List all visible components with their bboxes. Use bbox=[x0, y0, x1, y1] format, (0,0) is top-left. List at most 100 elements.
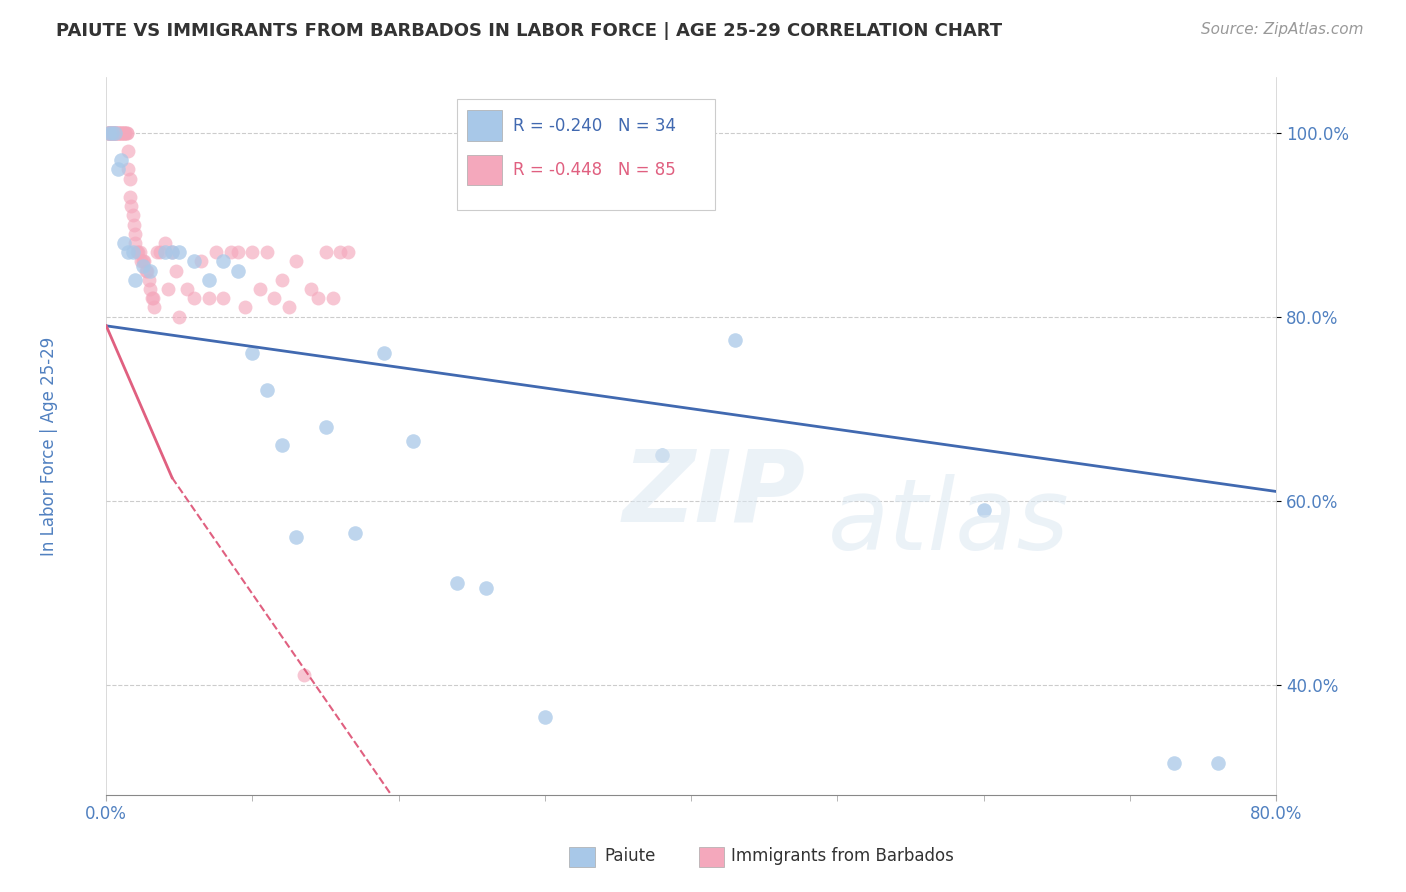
Point bbox=[169, 245, 191, 260]
Point bbox=[112, 126, 135, 140]
Point bbox=[107, 162, 129, 177]
Point bbox=[1206, 756, 1229, 770]
Point bbox=[307, 291, 329, 305]
Point bbox=[98, 126, 121, 140]
Text: ZIP: ZIP bbox=[623, 445, 806, 542]
Point bbox=[125, 245, 148, 260]
Point bbox=[111, 126, 134, 140]
Point bbox=[128, 245, 150, 260]
Point bbox=[139, 282, 162, 296]
Point bbox=[132, 254, 155, 268]
Point bbox=[212, 291, 235, 305]
Point bbox=[299, 282, 322, 296]
Point bbox=[153, 235, 176, 250]
Point bbox=[475, 581, 498, 595]
Point bbox=[534, 710, 557, 724]
Point bbox=[98, 126, 121, 140]
Point bbox=[169, 310, 191, 324]
Point bbox=[108, 126, 131, 140]
Point bbox=[120, 199, 142, 213]
Point bbox=[132, 259, 155, 273]
Point bbox=[973, 503, 995, 517]
Point bbox=[100, 126, 122, 140]
Point bbox=[127, 245, 149, 260]
Point bbox=[115, 126, 138, 140]
Point bbox=[285, 254, 308, 268]
Point bbox=[343, 525, 366, 540]
Point bbox=[135, 263, 157, 277]
Point bbox=[165, 263, 187, 277]
Point bbox=[183, 291, 205, 305]
Point bbox=[105, 126, 128, 140]
Point bbox=[98, 126, 121, 140]
Point bbox=[139, 263, 162, 277]
Point bbox=[107, 126, 129, 140]
Point bbox=[651, 448, 673, 462]
Point bbox=[114, 126, 136, 140]
Point bbox=[143, 301, 166, 315]
Point bbox=[205, 245, 228, 260]
Point bbox=[112, 126, 135, 140]
Point bbox=[233, 301, 256, 315]
Point bbox=[124, 227, 146, 241]
Point bbox=[153, 245, 176, 260]
Point bbox=[121, 245, 143, 260]
Point bbox=[121, 209, 143, 223]
Point bbox=[104, 126, 127, 140]
Point bbox=[373, 346, 395, 360]
Point bbox=[278, 301, 301, 315]
Point bbox=[97, 126, 120, 140]
Point bbox=[219, 245, 242, 260]
Point bbox=[98, 126, 121, 140]
FancyBboxPatch shape bbox=[467, 155, 502, 185]
Point bbox=[111, 126, 134, 140]
Point bbox=[176, 282, 198, 296]
Point bbox=[256, 245, 278, 260]
Point bbox=[1163, 756, 1185, 770]
FancyBboxPatch shape bbox=[457, 99, 714, 211]
Point bbox=[315, 245, 337, 260]
Point bbox=[242, 346, 264, 360]
Point bbox=[724, 333, 747, 347]
Point bbox=[183, 254, 205, 268]
Point bbox=[256, 384, 278, 398]
Text: R = -0.448   N = 85: R = -0.448 N = 85 bbox=[513, 161, 676, 179]
FancyBboxPatch shape bbox=[467, 111, 502, 141]
Point bbox=[112, 235, 135, 250]
Point bbox=[197, 291, 219, 305]
Point bbox=[149, 245, 172, 260]
Point bbox=[446, 576, 468, 591]
Point bbox=[212, 254, 235, 268]
Point bbox=[226, 263, 249, 277]
Point bbox=[141, 291, 163, 305]
Point bbox=[115, 126, 138, 140]
Point bbox=[101, 126, 124, 140]
Text: Source: ZipAtlas.com: Source: ZipAtlas.com bbox=[1201, 22, 1364, 37]
Point bbox=[110, 126, 132, 140]
Point bbox=[101, 126, 124, 140]
Point bbox=[108, 126, 131, 140]
Point bbox=[142, 291, 165, 305]
Point bbox=[285, 531, 308, 545]
Point bbox=[270, 273, 292, 287]
Point bbox=[122, 218, 145, 232]
Point bbox=[138, 273, 160, 287]
Point bbox=[160, 245, 183, 260]
Point bbox=[146, 245, 169, 260]
Point bbox=[336, 245, 359, 260]
Point bbox=[190, 254, 212, 268]
Point bbox=[124, 273, 146, 287]
Text: In Labor Force | Age 25-29: In Labor Force | Age 25-29 bbox=[41, 336, 58, 556]
Point bbox=[156, 282, 179, 296]
Point bbox=[117, 162, 139, 177]
Text: PAIUTE VS IMMIGRANTS FROM BARBADOS IN LABOR FORCE | AGE 25-29 CORRELATION CHART: PAIUTE VS IMMIGRANTS FROM BARBADOS IN LA… bbox=[56, 22, 1002, 40]
Text: Paiute: Paiute bbox=[605, 847, 657, 865]
Text: atlas: atlas bbox=[828, 474, 1070, 571]
Point bbox=[101, 126, 124, 140]
Point bbox=[114, 126, 136, 140]
Point bbox=[197, 273, 219, 287]
Point bbox=[103, 126, 125, 140]
Point bbox=[110, 126, 132, 140]
Point bbox=[402, 434, 425, 448]
Point bbox=[118, 171, 141, 186]
